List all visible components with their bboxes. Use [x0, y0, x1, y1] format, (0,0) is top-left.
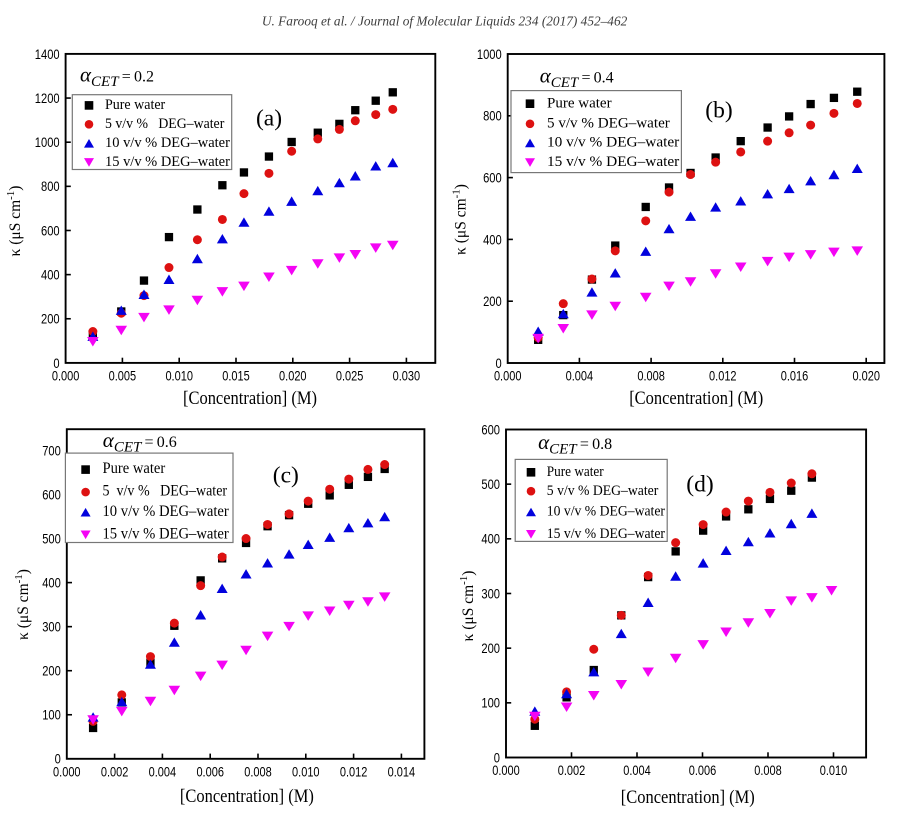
svg-text:600: 600: [481, 421, 500, 437]
svg-text:600: 600: [483, 170, 502, 186]
svg-text:0.012: 0.012: [340, 763, 368, 779]
svg-text:200: 200: [41, 311, 60, 327]
svg-text:1200: 1200: [35, 90, 60, 106]
svg-text:κ (μS cm-1): κ (μS cm-1): [13, 569, 32, 640]
svg-text:[Concentration] (M): [Concentration] (M): [183, 389, 317, 409]
svg-text:500: 500: [481, 476, 500, 492]
svg-text:400: 400: [42, 575, 61, 591]
svg-text:0.015: 0.015: [222, 367, 250, 383]
svg-text:100: 100: [42, 707, 61, 723]
svg-text:0: 0: [53, 355, 59, 371]
svg-text:1400: 1400: [35, 46, 60, 62]
svg-text:300: 300: [42, 619, 61, 635]
svg-text:0.002: 0.002: [558, 762, 586, 778]
svg-text:0.000: 0.000: [492, 762, 520, 778]
svg-text:0.000: 0.000: [494, 367, 522, 383]
svg-text:[Concentration] (M): [Concentration] (M): [621, 788, 755, 808]
svg-text:0.008: 0.008: [637, 367, 665, 383]
svg-text:200: 200: [481, 640, 500, 656]
svg-text:400: 400: [481, 531, 500, 547]
svg-text:0.006: 0.006: [689, 762, 717, 778]
svg-text:U. Farooq et al. / Journal of: U. Farooq et al. / Journal of Molecular …: [262, 15, 627, 30]
svg-text:0.010: 0.010: [820, 762, 848, 778]
svg-text:500: 500: [42, 530, 61, 546]
svg-text:0.006: 0.006: [196, 763, 224, 779]
svg-text:5 v/v % DEG–water: 5 v/v % DEG–water: [103, 483, 228, 500]
svg-text:15 v/v % DEG–water: 15 v/v % DEG–water: [547, 526, 665, 542]
svg-text:0: 0: [494, 749, 500, 765]
svg-text:200: 200: [483, 293, 502, 309]
svg-text:0.005: 0.005: [109, 367, 137, 383]
svg-text:800: 800: [41, 178, 60, 194]
svg-text:5 v/v % DEG–water: 5 v/v % DEG–water: [105, 116, 224, 132]
svg-text:0.004: 0.004: [149, 763, 177, 779]
svg-text:15 v/v % DEG–water: 15 v/v % DEG–water: [103, 525, 229, 542]
svg-text:[Concentration] (M): [Concentration] (M): [629, 389, 763, 409]
svg-text:0.016: 0.016: [781, 367, 809, 383]
svg-text:100: 100: [481, 695, 500, 711]
svg-text:Pure water: Pure water: [547, 95, 612, 111]
svg-text:0.008: 0.008: [244, 763, 272, 779]
svg-text:[Concentration] (M): [Concentration] (M): [180, 787, 314, 807]
svg-text:0: 0: [55, 751, 61, 767]
svg-text:0.030: 0.030: [393, 367, 421, 383]
svg-text:0.004: 0.004: [623, 762, 651, 778]
svg-text:0.010: 0.010: [165, 367, 193, 383]
svg-text:400: 400: [41, 267, 60, 283]
svg-text:0.025: 0.025: [336, 367, 364, 383]
svg-text:600: 600: [42, 486, 61, 502]
svg-text:700: 700: [42, 442, 61, 458]
svg-text:0.000: 0.000: [52, 367, 80, 383]
svg-text:0.008: 0.008: [754, 762, 782, 778]
svg-text:κ (μS cm-1): κ (μS cm-1): [5, 186, 24, 257]
svg-text:0.004: 0.004: [566, 367, 594, 383]
svg-text:10 v/v % DEG–water: 10 v/v % DEG–water: [105, 135, 230, 151]
svg-text:0.020: 0.020: [852, 367, 880, 383]
svg-text:5 v/v % DEG–water: 5 v/v % DEG–water: [547, 483, 659, 499]
svg-text:Pure water: Pure water: [105, 97, 165, 113]
svg-text:(d): (d): [686, 472, 713, 498]
svg-text:0.000: 0.000: [53, 763, 81, 779]
svg-text:15 v/v % DEG–water: 15 v/v % DEG–water: [105, 154, 230, 170]
svg-text:0.012: 0.012: [709, 367, 737, 383]
svg-text:(b): (b): [705, 98, 732, 124]
svg-text:10 v/v % DEG–water: 10 v/v % DEG–water: [547, 135, 679, 151]
svg-text:0: 0: [496, 355, 502, 371]
svg-text:Pure water: Pure water: [547, 464, 604, 480]
svg-text:1000: 1000: [477, 46, 502, 62]
svg-text:Pure water: Pure water: [103, 460, 166, 477]
svg-text:15 v/v % DEG–water: 15 v/v % DEG–water: [547, 154, 679, 170]
svg-text:10 v/v % DEG–water: 10 v/v % DEG–water: [103, 503, 229, 520]
svg-text:κ (μS cm-1): κ (μS cm-1): [458, 571, 477, 642]
svg-text:0.020: 0.020: [279, 367, 307, 383]
svg-text:400: 400: [483, 231, 502, 247]
svg-text:1000: 1000: [35, 134, 60, 150]
svg-text:(c): (c): [273, 463, 299, 489]
svg-text:0.002: 0.002: [101, 763, 129, 779]
svg-text:κ (μS cm-1): κ (μS cm-1): [451, 184, 470, 255]
svg-text:600: 600: [41, 222, 60, 238]
svg-text:0.014: 0.014: [388, 763, 416, 779]
svg-text:0.010: 0.010: [292, 763, 320, 779]
svg-text:300: 300: [481, 585, 500, 601]
svg-text:200: 200: [42, 663, 61, 679]
svg-text:(a): (a): [256, 106, 282, 132]
svg-text:10 v/v % DEG–water: 10 v/v % DEG–water: [547, 504, 665, 520]
svg-text:800: 800: [483, 108, 502, 124]
svg-text:5 v/v % DEG–water: 5 v/v % DEG–water: [547, 115, 670, 131]
